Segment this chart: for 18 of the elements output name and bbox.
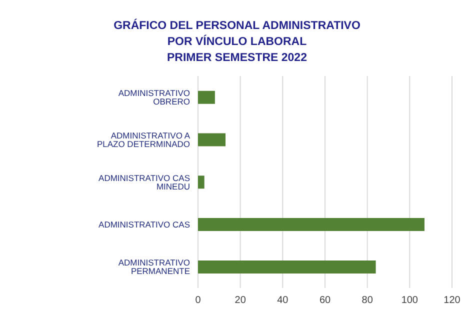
x-tick-label: 100 bbox=[401, 295, 418, 306]
x-tick-label: 20 bbox=[234, 295, 246, 306]
x-tick-label: 40 bbox=[277, 295, 289, 306]
bar bbox=[198, 133, 226, 146]
y-tick-label: ADMINISTRATIVO CAS MINEDU bbox=[98, 172, 190, 192]
y-tick-label: ADMINISTRATIVO CAS bbox=[98, 219, 190, 230]
bar bbox=[198, 176, 204, 189]
bar bbox=[198, 260, 376, 274]
y-tick-label: ADMINISTRATIVO OBRERO bbox=[118, 88, 190, 106]
chart-title: GRÁFICO DEL PERSONAL ADMINISTRATIVO POR VÍNCULO LABORAL PRIMER SEMESTRE 2022 bbox=[112, 18, 362, 66]
y-tick-label: ADMINISTRATIVO PERMANENTE bbox=[118, 258, 190, 276]
x-tick-label: 0 bbox=[195, 295, 202, 306]
x-tick-label: 120 bbox=[444, 295, 461, 306]
y-tick-label: ADMINISTRATIVO A PLAZO DETERMINADO bbox=[96, 130, 190, 149]
bar bbox=[198, 90, 215, 104]
x-tick-label: 80 bbox=[362, 295, 374, 306]
bar bbox=[198, 218, 424, 232]
x-tick-label: 60 bbox=[319, 295, 331, 306]
